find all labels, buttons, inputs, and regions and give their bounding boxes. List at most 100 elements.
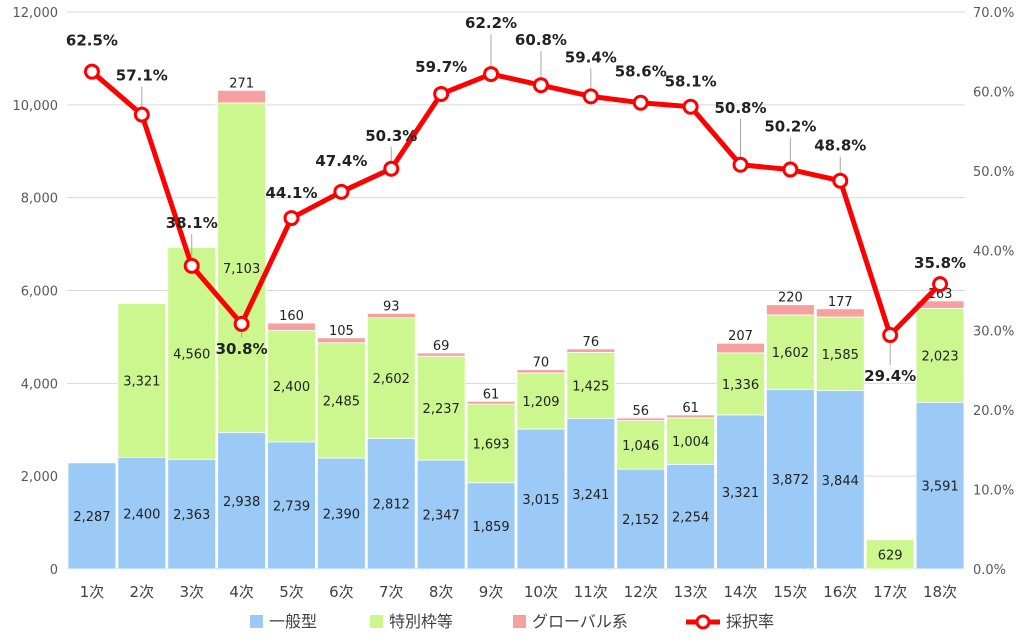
bar-data-label: 1,209 bbox=[522, 395, 559, 410]
bar-1 bbox=[366, 438, 416, 570]
bar-data-label: 207 bbox=[728, 329, 753, 344]
bar-data-label: 3,321 bbox=[722, 486, 759, 501]
bar-data-label: 56 bbox=[632, 404, 649, 419]
bar-2 bbox=[267, 330, 316, 443]
bar-data-label: 629 bbox=[878, 548, 903, 563]
bar-data-label: 3,844 bbox=[822, 474, 859, 489]
bar-data-label: 3,321 bbox=[123, 375, 160, 390]
bar-3 bbox=[267, 322, 316, 331]
bar-data-label: 2,400 bbox=[273, 380, 310, 395]
rate-point bbox=[233, 315, 250, 332]
x-tick-label: 17次 bbox=[873, 583, 907, 601]
bar-3 bbox=[317, 337, 366, 344]
bar-data-label: 2,812 bbox=[373, 498, 410, 513]
rate-point bbox=[183, 257, 200, 274]
y-right-tick-label: 60.0% bbox=[973, 86, 1014, 101]
bar-data-label: 160 bbox=[279, 309, 304, 324]
rate-point bbox=[782, 161, 799, 178]
bar-data-label: 1,859 bbox=[472, 520, 509, 535]
bar-data-label: 2,347 bbox=[423, 509, 460, 524]
rate-data-label: 62.2% bbox=[465, 14, 517, 32]
bar-data-label: 1,336 bbox=[722, 378, 759, 393]
bar-2 bbox=[865, 539, 915, 570]
rate-data-label: 58.6% bbox=[615, 63, 667, 81]
rate-point bbox=[133, 106, 150, 123]
legend-label: 特別枠等 bbox=[389, 612, 453, 631]
y-right-tick-label: 30.0% bbox=[973, 324, 1014, 339]
rate-point bbox=[483, 66, 500, 83]
rate-point bbox=[882, 327, 899, 344]
rate-data-label: 59.7% bbox=[415, 58, 467, 76]
x-tick-label: 13次 bbox=[674, 583, 708, 601]
bar-2 bbox=[616, 420, 666, 470]
rate-point bbox=[932, 276, 949, 293]
bar-data-label: 2,938 bbox=[223, 495, 260, 510]
legend-swatch bbox=[513, 615, 526, 628]
bar-1 bbox=[616, 468, 666, 570]
bar-data-label: 76 bbox=[583, 335, 600, 350]
bar-3 bbox=[915, 300, 965, 309]
bar-data-label: 93 bbox=[383, 299, 400, 314]
bar-data-label: 220 bbox=[778, 291, 803, 306]
x-tick-label: 1次 bbox=[80, 583, 105, 601]
rate-data-label: 47.4% bbox=[315, 152, 367, 170]
bar-data-label: 1,046 bbox=[622, 439, 659, 454]
bar-data-label: 2,390 bbox=[323, 508, 360, 523]
bar-1 bbox=[466, 482, 516, 570]
bar-3 bbox=[466, 400, 516, 405]
bar-3 bbox=[716, 342, 765, 354]
bar-data-label: 3,872 bbox=[772, 473, 809, 488]
bar-3 bbox=[766, 304, 815, 316]
y-left-tick-label: 4,000 bbox=[21, 377, 58, 392]
rate-data-label: 44.1% bbox=[265, 184, 317, 202]
rate-point bbox=[333, 183, 350, 200]
bar-2 bbox=[366, 317, 416, 439]
bar-3 bbox=[366, 312, 416, 319]
bar-2 bbox=[716, 352, 765, 416]
x-tick-label: 11次 bbox=[574, 583, 608, 601]
bar-1 bbox=[317, 457, 366, 570]
rate-point bbox=[582, 88, 599, 105]
rate-point bbox=[383, 160, 400, 177]
x-tick-label: 15次 bbox=[773, 583, 807, 601]
y-left-tick-label: 12,000 bbox=[13, 6, 59, 21]
bar-1 bbox=[267, 441, 316, 570]
legend-label: グローバル系 bbox=[532, 612, 628, 631]
bar-data-label: 7,103 bbox=[223, 262, 260, 277]
bar-data-label: 3,015 bbox=[522, 493, 559, 508]
y-right-tick-label: 0.0% bbox=[973, 563, 1006, 578]
bar-2 bbox=[666, 417, 715, 465]
x-tick-label: 14次 bbox=[723, 583, 757, 601]
bar-1 bbox=[566, 418, 616, 570]
y-left-tick-label: 8,000 bbox=[21, 192, 58, 207]
bar-1 bbox=[915, 401, 965, 570]
legend-swatch bbox=[370, 615, 383, 628]
bar-data-label: 3,591 bbox=[921, 480, 958, 495]
y-right-tick-label: 20.0% bbox=[973, 404, 1014, 419]
rate-data-label: 62.5% bbox=[66, 32, 118, 50]
bar-3 bbox=[666, 414, 715, 419]
bar-data-label: 1,425 bbox=[572, 379, 609, 394]
x-tick-label: 10次 bbox=[524, 583, 558, 601]
rate-data-label: 50.3% bbox=[365, 127, 417, 145]
bar-2 bbox=[117, 303, 167, 459]
rate-data-label: 29.4% bbox=[864, 367, 916, 385]
bar-3 bbox=[217, 89, 266, 104]
rate-data-label: 50.2% bbox=[764, 118, 816, 136]
rate-data-label: 35.8% bbox=[914, 254, 966, 272]
bar-3 bbox=[516, 369, 566, 374]
x-tick-label: 3次 bbox=[179, 583, 204, 601]
bar-1 bbox=[416, 459, 466, 570]
y-right-tick-label: 10.0% bbox=[973, 483, 1014, 498]
y-right-tick-label: 40.0% bbox=[973, 245, 1014, 260]
bar-data-label: 1,004 bbox=[672, 435, 709, 450]
legend-swatch bbox=[250, 615, 263, 628]
rate-data-label: 59.4% bbox=[565, 48, 617, 66]
rate-point bbox=[433, 85, 450, 102]
rate-point bbox=[832, 172, 849, 189]
bar-2 bbox=[317, 342, 366, 459]
bar-data-label: 2,400 bbox=[123, 507, 160, 522]
bar-2 bbox=[815, 316, 865, 391]
bar-data-label: 70 bbox=[533, 356, 550, 371]
